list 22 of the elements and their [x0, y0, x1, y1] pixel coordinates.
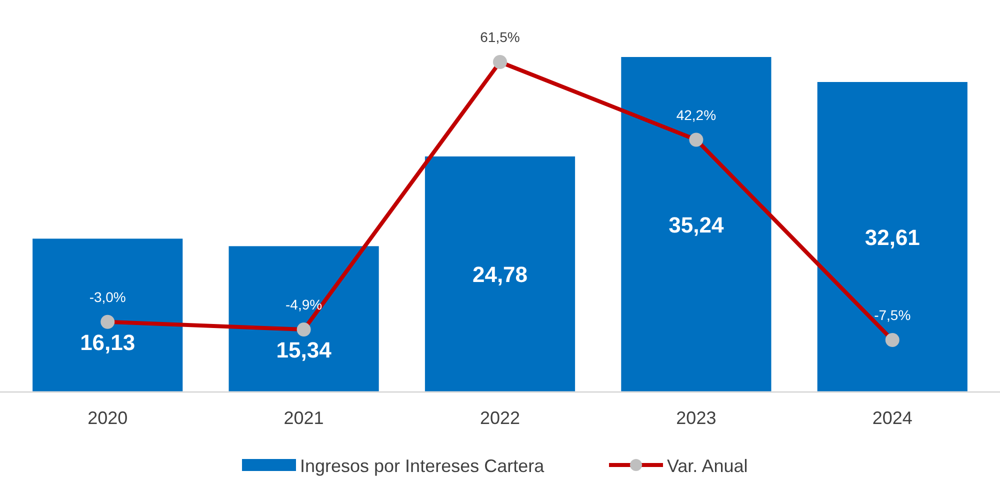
x-tick-label: 2023	[676, 408, 716, 428]
data-label: 16,13	[80, 330, 136, 355]
data-label: -7,5%	[874, 307, 911, 323]
x-tick-label: 2020	[88, 408, 128, 428]
x-tick-label: 2021	[284, 408, 324, 428]
data-label: 15,34	[276, 338, 332, 363]
legend-label: Var. Anual	[667, 456, 748, 476]
x-tick-label: 2022	[480, 408, 520, 428]
data-label: 42,2%	[676, 106, 716, 123]
data-label: 61,5%	[480, 29, 520, 45]
data-label: 32,61	[864, 225, 920, 250]
bar	[228, 246, 379, 392]
data-label: -3,0%	[89, 288, 126, 305]
data-label: 35,24	[668, 212, 724, 238]
data-label: -4,9%	[286, 296, 322, 313]
data-label: 24,78	[472, 262, 528, 288]
bar	[32, 238, 183, 392]
bar	[424, 156, 576, 392]
bar	[817, 82, 968, 392]
x-tick-label: 2024	[872, 408, 912, 428]
legend-label: Ingresos por Intereses Cartera	[300, 456, 546, 476]
bar	[621, 57, 772, 392]
